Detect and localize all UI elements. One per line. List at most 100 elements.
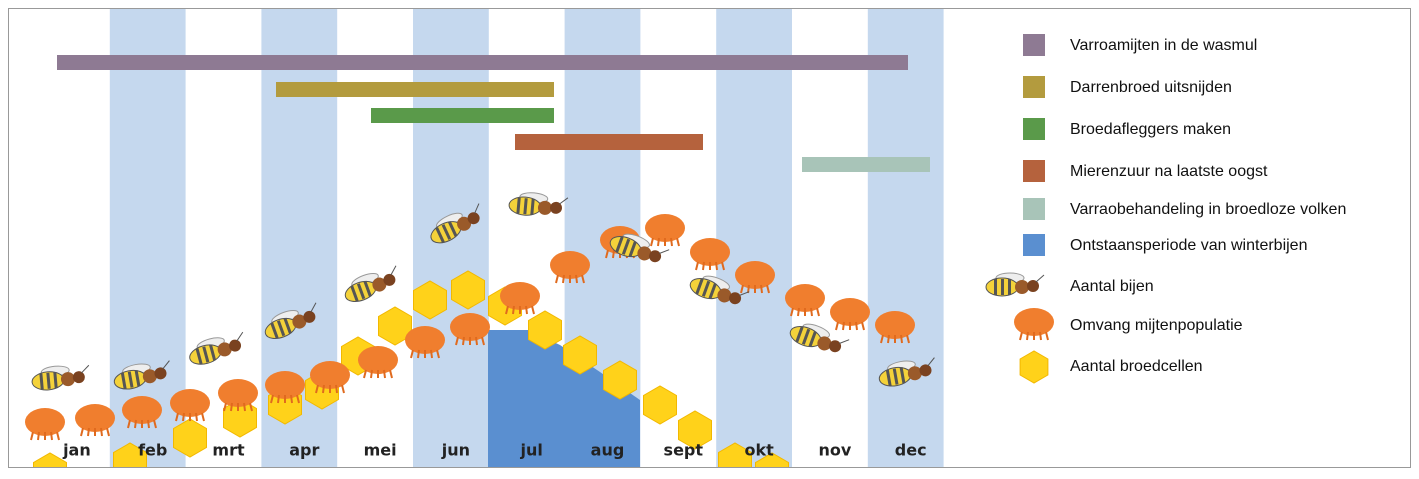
month-label: nov: [818, 441, 851, 460]
mite-leg: [835, 321, 839, 331]
bee-antenna: [739, 291, 750, 296]
mite: [75, 404, 115, 432]
mite-leg: [695, 261, 699, 271]
mite-leg: [531, 305, 535, 315]
bee-stripe: [615, 236, 624, 253]
mite-leg: [80, 427, 84, 437]
mite-leg: [650, 237, 654, 247]
month-labels: jan feb mrt apr mei jun jul aug sept okt nov dec: [62, 441, 927, 460]
timeline-bar: [515, 134, 703, 150]
brood-cell: [528, 310, 562, 350]
legend-swatch: [1023, 198, 1045, 220]
bee: [264, 302, 317, 339]
bee-antenna: [659, 249, 670, 254]
mite-leg: [1045, 331, 1049, 341]
mite-leg: [670, 237, 673, 247]
timeline-bar: [57, 55, 908, 70]
mite-leg: [1026, 331, 1029, 341]
mite-leg: [147, 419, 150, 429]
bee-stripe: [134, 370, 141, 387]
bee-antenna: [474, 203, 480, 214]
bee: [189, 331, 244, 365]
bee-thorax: [217, 342, 232, 357]
bee-thorax: [372, 277, 387, 292]
mite-leg: [797, 307, 800, 317]
bee-antenna: [236, 331, 244, 342]
mite-leg: [335, 384, 338, 394]
bee-thorax: [717, 288, 732, 303]
bee-stripe: [1008, 279, 1011, 295]
bee-antenna: [927, 357, 935, 367]
mite: [218, 379, 258, 407]
mite: [358, 346, 398, 374]
mite: [450, 313, 490, 341]
mite-leg: [861, 321, 865, 331]
month-label: apr: [289, 441, 319, 460]
mite-leg: [612, 249, 615, 259]
bee-stripe: [270, 322, 279, 339]
brood-cell: [113, 442, 147, 467]
bee-head: [467, 212, 480, 225]
mite-leg: [581, 274, 585, 284]
mite-leg: [455, 336, 459, 346]
bee-head: [154, 367, 167, 380]
mite: [785, 284, 825, 312]
bee-head: [229, 339, 242, 352]
mite: [122, 396, 162, 424]
bee-stripe: [1001, 279, 1004, 295]
mite-leg: [766, 284, 770, 294]
legend-label: Ontstaansperiode van winterbijen: [1070, 237, 1307, 254]
bee-stripe: [350, 285, 359, 302]
timeline-bar: [371, 108, 554, 123]
bee-stripe: [695, 278, 704, 295]
mite-leg: [195, 412, 198, 422]
mite-leg: [721, 261, 725, 271]
mite-leg: [106, 427, 110, 437]
mite-leg: [481, 336, 485, 346]
month-label: okt: [744, 441, 774, 460]
bee-stripe: [46, 372, 51, 389]
month-label: jan: [62, 441, 91, 460]
mite-leg: [462, 336, 465, 346]
mite-leg: [182, 412, 185, 422]
mite: [875, 311, 915, 339]
bee-stripe: [994, 279, 997, 295]
mite-leg: [790, 307, 794, 317]
brood-cell: [643, 385, 677, 425]
mite-leg: [243, 402, 246, 412]
mite-leg: [153, 419, 157, 429]
mite-leg: [430, 349, 433, 359]
mite: [1014, 308, 1054, 336]
bee-antenna: [390, 265, 397, 276]
timeline-bar: [802, 157, 930, 172]
bee-stripe: [441, 224, 452, 240]
bee-head: [550, 201, 563, 214]
bee-antenna: [1035, 274, 1045, 283]
mite-leg: [370, 369, 373, 379]
bee-stripe: [621, 238, 631, 255]
bee-antenna: [839, 339, 850, 344]
mite: [735, 261, 775, 289]
bee-head: [919, 364, 932, 377]
brood-cell: [1019, 350, 1049, 384]
month-label: jun: [441, 441, 470, 460]
winter-bee-period: [488, 330, 640, 467]
mite-leg: [30, 431, 34, 441]
bee-stripe: [708, 283, 717, 300]
brood-cell: [451, 270, 485, 310]
mite-leg: [880, 334, 884, 344]
bee: [609, 233, 670, 263]
month-label: sept: [664, 441, 704, 460]
bee: [985, 272, 1045, 297]
mite-leg: [575, 274, 578, 284]
legend-label: Aantal bijen: [1070, 278, 1154, 295]
bee-stripe: [53, 372, 58, 389]
bee-stripe: [523, 198, 528, 215]
bee: [878, 357, 935, 387]
legend-swatch: [1023, 118, 1045, 140]
mite-leg: [363, 369, 367, 379]
legend-swatch: [1023, 76, 1045, 98]
mite-leg: [341, 384, 345, 394]
bee-stripe: [435, 227, 445, 243]
mite-leg: [887, 334, 890, 344]
